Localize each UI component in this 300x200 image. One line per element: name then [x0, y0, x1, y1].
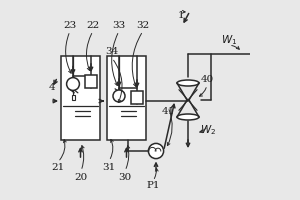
Circle shape	[67, 78, 80, 90]
Text: 22: 22	[86, 21, 100, 29]
Ellipse shape	[177, 114, 199, 120]
Text: 31: 31	[102, 162, 116, 171]
Bar	[72, 95, 75, 100]
Text: $W_2$: $W_2$	[200, 123, 216, 137]
Text: 33: 33	[112, 21, 126, 29]
Circle shape	[148, 143, 164, 159]
Text: 21: 21	[51, 164, 64, 172]
Bar	[61, 56, 100, 140]
Ellipse shape	[177, 80, 199, 86]
Circle shape	[113, 90, 125, 102]
Bar	[85, 75, 97, 88]
Bar	[118, 95, 121, 100]
Text: 30: 30	[118, 173, 132, 182]
Bar	[131, 91, 143, 104]
Bar	[107, 56, 146, 140]
Text: $W_1$: $W_1$	[221, 33, 237, 47]
Text: 20: 20	[74, 173, 88, 182]
Text: 23: 23	[63, 21, 76, 29]
Text: 41: 41	[161, 108, 175, 116]
Text: P1: P1	[146, 182, 160, 190]
Text: 32: 32	[136, 21, 150, 29]
Text: 1: 1	[178, 11, 184, 21]
Text: 40: 40	[200, 75, 214, 84]
Text: 4: 4	[48, 83, 55, 92]
Text: 34: 34	[105, 47, 119, 56]
